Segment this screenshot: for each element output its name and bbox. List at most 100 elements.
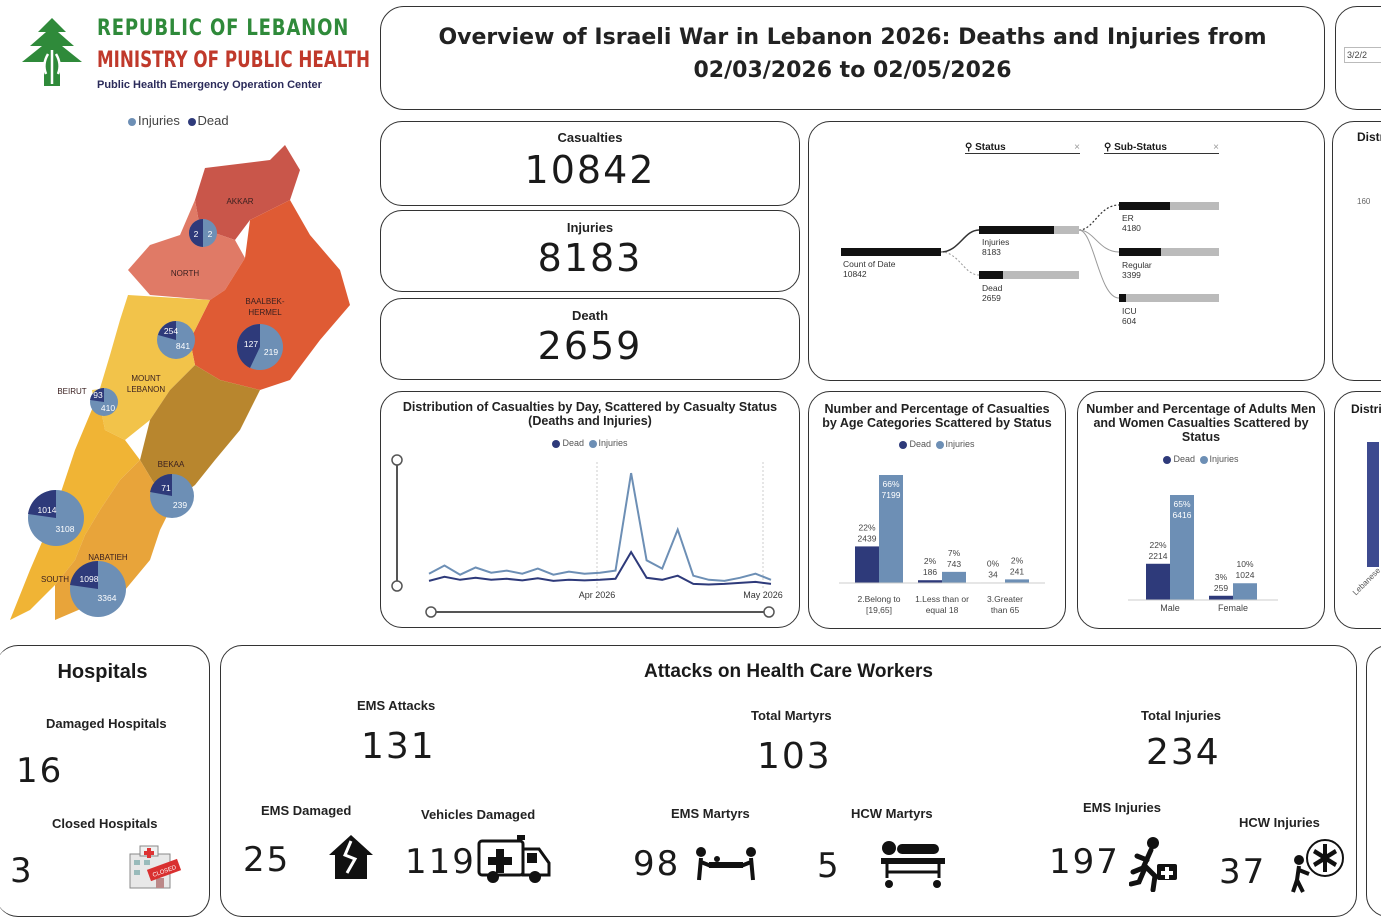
tree-root-bar[interactable] <box>841 248 941 256</box>
pie-akkar[interactable]: 2 2 <box>189 219 217 247</box>
ems-damaged-label: EMS Damaged <box>261 803 352 818</box>
tree-injuries-label: Injuries <box>982 237 1010 247</box>
bar-pct-label: 10% <box>1236 559 1253 569</box>
ambulance-icon <box>477 835 551 883</box>
svg-text:841: 841 <box>176 341 190 351</box>
bar-pct-label: 2% <box>1011 555 1024 565</box>
hcw-martyrs-label: HCW Martyrs <box>851 806 933 821</box>
tree-connectors <box>940 204 1120 299</box>
closed-hospitals-value: 3 <box>10 851 34 891</box>
line-chart-card: Distribution of Casualties by Day, Scatt… <box>380 391 800 628</box>
tree-er-label: ER <box>1122 213 1134 223</box>
ems-injuries-label: EMS Injuries <box>1083 800 1162 815</box>
region-north[interactable] <box>128 200 245 300</box>
svg-text:239: 239 <box>173 500 187 510</box>
filter-status[interactable]: ⚲ Status × <box>965 142 1080 154</box>
map-label-nabatieh: NABATIEH <box>88 553 128 562</box>
date-slicer-value[interactable]: 3/2/2 <box>1344 47 1381 63</box>
svg-text:3364: 3364 <box>98 593 117 603</box>
bar-value-label: 743 <box>947 559 961 569</box>
region-akkar[interactable] <box>195 145 300 240</box>
bar-value-label: 2439 <box>858 533 877 543</box>
age-cat-3b: than 65 <box>991 605 1020 615</box>
vehicles-damaged-value: 119 <box>405 842 476 882</box>
tree-regular-label: Regular <box>1122 260 1152 270</box>
line-chart-plot[interactable]: Apr 2026 May 2026 <box>381 392 801 629</box>
bar-injuries-2[interactable] <box>1005 579 1029 583</box>
vertical-slider-bottom-handle[interactable] <box>391 580 403 592</box>
bar-dead-1[interactable] <box>1209 595 1233 600</box>
map-label-beirut: BEIRUT <box>57 387 86 396</box>
gender-chart-plot[interactable]: Male Female 22%2214 65%6416 3%259 10%1024 <box>1078 392 1326 630</box>
tree-dead-bar[interactable] <box>979 271 1079 279</box>
age-chart-plot[interactable]: 2.Belong to [19,65] 1.Less than or equal… <box>809 392 1067 630</box>
line-chart-legend: Dead Injuries <box>381 438 799 448</box>
tree-root-value: 10842 <box>843 269 867 279</box>
kpi-death-value: 2659 <box>537 324 643 368</box>
tree-icu-bar[interactable] <box>1119 294 1219 302</box>
date-slicer[interactable]: 3/2/2 <box>1335 6 1381 110</box>
bar-value-label: 7199 <box>882 490 901 500</box>
pie-south[interactable]: 1014 3108 <box>28 489 84 546</box>
close-icon[interactable]: × <box>1213 142 1219 153</box>
bar-dead-1[interactable] <box>918 580 942 583</box>
pie-baalbek-hermel[interactable]: 127 219 <box>236 324 283 370</box>
tree-er-value: 4180 <box>1122 223 1141 233</box>
pie-mount-lebanon[interactable]: 254 841 <box>157 321 195 359</box>
dist-title-partial: Distr <box>1357 130 1381 144</box>
stretcher-bearers-icon <box>696 847 756 881</box>
map-label-south: SOUTH <box>41 575 69 584</box>
svg-text:1098: 1098 <box>80 574 99 584</box>
close-icon[interactable]: × <box>1074 142 1080 153</box>
horizontal-slider-right-handle[interactable] <box>763 606 775 618</box>
org-line-2: MINISTRY OF PUBLIC HEALTH <box>97 48 371 73</box>
running-medic-icon <box>1129 837 1177 892</box>
horizontal-slider-left-handle[interactable] <box>425 606 437 618</box>
ministry-logo: REPUBLIC OF LEBANON MINISTRY OF PUBLIC H… <box>12 14 370 94</box>
region-bekaa[interactable] <box>140 365 260 500</box>
svg-text:254: 254 <box>164 326 178 336</box>
svg-text:93: 93 <box>93 390 103 400</box>
medic-star-of-life-icon <box>1291 839 1344 893</box>
pie-bekaa[interactable]: 71 239 <box>150 473 194 518</box>
tree-icu-value: 604 <box>1122 316 1137 326</box>
decomposition-tree[interactable]: ⚲ Status × ⚲ Sub-Status × Count of Date … <box>808 121 1325 381</box>
bar-pct-label: 2% <box>924 556 937 566</box>
dist-tick-partial-2: Lebanese <box>1350 565 1381 598</box>
bar-dead-0[interactable] <box>1146 563 1170 600</box>
series-line-injuries[interactable] <box>428 472 772 582</box>
pie-nabatieh[interactable]: 1098 3364 <box>70 560 126 617</box>
ems-attacks-label: EMS Attacks <box>357 698 436 713</box>
bar-pct-label: 66% <box>882 479 899 489</box>
filter-sub-status[interactable]: ⚲ Sub-Status × <box>1104 142 1219 154</box>
ems-damaged-value: 25 <box>243 840 291 880</box>
bar-injuries-0[interactable] <box>1170 495 1194 600</box>
ems-injuries-value: 197 <box>1049 842 1120 882</box>
lebanon-map[interactable]: AKKAR NORTH BAALBEK- HERMEL MOUNT LEBANO… <box>0 140 365 640</box>
bar-injuries-0[interactable] <box>879 475 903 583</box>
hospitals-card: Hospitals Damaged Hospitals 16 Closed Ho… <box>0 645 210 917</box>
age-cat-2b: equal 18 <box>926 605 959 615</box>
pie-beirut[interactable]: 93 410 <box>90 387 118 416</box>
vehicles-damaged-label: Vehicles Damaged <box>421 807 536 822</box>
total-injuries-value: 234 <box>1146 732 1221 773</box>
tree-injuries-bar[interactable] <box>979 226 1079 234</box>
map-label-akkar: AKKAR <box>226 197 253 206</box>
tree-er-bar[interactable] <box>1119 202 1219 210</box>
map-label-mount: MOUNT <box>131 374 160 383</box>
region-baalbek-hermel[interactable] <box>190 200 350 390</box>
tree-regular-bar[interactable] <box>1119 248 1219 256</box>
svg-text:2: 2 <box>194 229 199 239</box>
bar-injuries-1[interactable] <box>1233 583 1257 600</box>
bar-dead-0[interactable] <box>855 546 879 583</box>
cedar-logo-icon <box>22 18 82 86</box>
svg-text:410: 410 <box>101 403 115 413</box>
vertical-slider-top-handle[interactable] <box>391 454 403 466</box>
kpi-casualties-label: Casualties <box>557 130 623 145</box>
ems-martyrs-label: EMS Martyrs <box>671 806 750 821</box>
series-line-dead[interactable] <box>428 550 772 586</box>
bar-injuries-1[interactable] <box>942 571 966 583</box>
map-label-bekaa: BEKAA <box>158 460 185 469</box>
attacks-card: Attacks on Health Care Workers EMS Attac… <box>220 645 1357 917</box>
bar-value-label: 2214 <box>1149 551 1168 561</box>
